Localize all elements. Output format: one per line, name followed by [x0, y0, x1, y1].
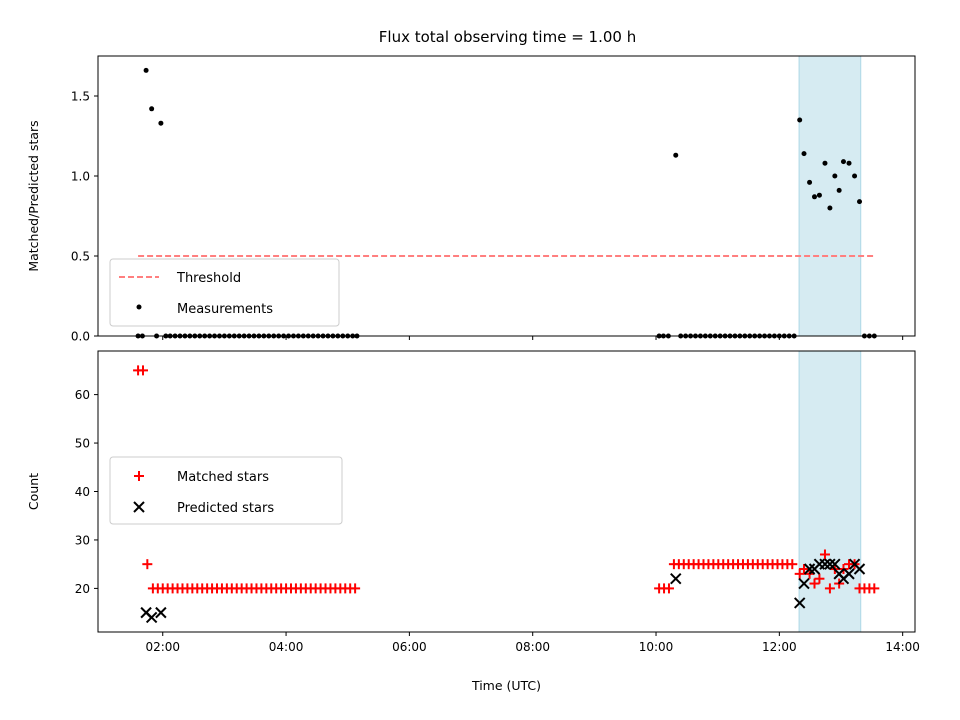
- y-tick-label: 0.5: [71, 250, 90, 264]
- measurement-point: [673, 152, 679, 158]
- legend-predicted-label: Predicted stars: [177, 501, 274, 516]
- y-tick-label: 1.5: [71, 90, 90, 104]
- x-axis-label: Time (UTC): [471, 678, 541, 693]
- predicted-star-point: [829, 558, 841, 570]
- x-tick-label: 14:00: [885, 640, 920, 654]
- matched-star-point: [663, 583, 674, 594]
- predicted-star-point: [853, 563, 866, 575]
- predicted-star-point: [145, 611, 158, 624]
- matched-star-point: [799, 564, 810, 575]
- y-tick-label: 50: [75, 437, 90, 451]
- y-tick-label: 60: [75, 388, 90, 402]
- matched-star-point: [787, 559, 798, 570]
- legend-measurements-label: Measurements: [177, 302, 273, 317]
- legend-measurements-swatch: [136, 304, 142, 310]
- measurement-point: [832, 173, 838, 179]
- matched-star-point: [350, 583, 361, 594]
- measurement-point: [801, 151, 807, 157]
- measurement-point: [811, 194, 817, 200]
- measurement-point: [158, 120, 164, 126]
- matched-star-point: [819, 549, 830, 560]
- ratio-panel: 0.0 0.5 1.0 1.5 Matched/Predicted stars Thr…: [26, 55, 916, 344]
- chart-title: Flux total observing time = 1.00 h: [379, 28, 636, 46]
- measurement-point: [846, 160, 852, 166]
- y-tick-label: 40: [75, 485, 90, 499]
- ratio-axes-frame: [97, 55, 916, 337]
- measurement-point: [816, 192, 822, 198]
- matched-star-point: [869, 583, 880, 594]
- x-tick-label: 02:00: [145, 640, 180, 654]
- legend-predicted-swatch: [133, 501, 145, 513]
- predicted-star-point: [798, 577, 810, 590]
- matched-star-point: [138, 365, 149, 376]
- x-tick-label: 08:00: [515, 640, 550, 654]
- measurement-point: [840, 159, 846, 165]
- measurement-point: [822, 160, 828, 166]
- measurement-point: [827, 205, 833, 211]
- predicted-star-point: [824, 558, 836, 570]
- legend-matched-label: Matched stars: [177, 470, 269, 485]
- count-panel: 20 30 40 50 60 02:00 04:00 06:00 08:00 10:00 12:0…: [26, 350, 920, 654]
- matched-star-point: [814, 573, 825, 584]
- measurement-point: [797, 117, 803, 123]
- x-tick-label: 10:00: [639, 640, 674, 654]
- y-tick-label: 20: [75, 582, 90, 596]
- measurement-point: [852, 173, 858, 179]
- y-tick-label: 0.0: [71, 330, 90, 344]
- x-tick-label: 04:00: [269, 640, 304, 654]
- count-y-axis-label: Count: [26, 473, 41, 510]
- ratio-y-axis-label: Matched/Predicted stars: [26, 120, 41, 271]
- x-tick-label: 06:00: [392, 640, 427, 654]
- measurement-point: [857, 199, 863, 205]
- ratio-legend: Threshold Measurements: [109, 258, 340, 327]
- legend-matched-swatch: [134, 471, 144, 481]
- predicted-star-point: [793, 597, 806, 609]
- count-legend: Matched stars Predicted stars: [109, 456, 343, 525]
- predicted-star-point: [670, 572, 682, 585]
- measurement-point: [149, 106, 155, 112]
- highlight-band: [798, 55, 862, 337]
- matched-star-point: [809, 578, 820, 589]
- measurement-point: [807, 179, 813, 185]
- measurement-point: [836, 187, 842, 193]
- y-tick-label: 1.0: [71, 170, 90, 184]
- y-tick-label: 30: [75, 533, 90, 547]
- legend-threshold-label: Threshold: [176, 271, 241, 286]
- matched-star-point: [824, 583, 835, 594]
- measurement-point: [143, 67, 149, 73]
- predicted-star-point: [803, 563, 816, 575]
- matched-star-point: [142, 559, 153, 570]
- predicted-star-point: [819, 558, 831, 570]
- predicted-star-point: [155, 606, 167, 619]
- x-tick-label: 12:00: [762, 640, 797, 654]
- predicted-star-point: [843, 568, 855, 580]
